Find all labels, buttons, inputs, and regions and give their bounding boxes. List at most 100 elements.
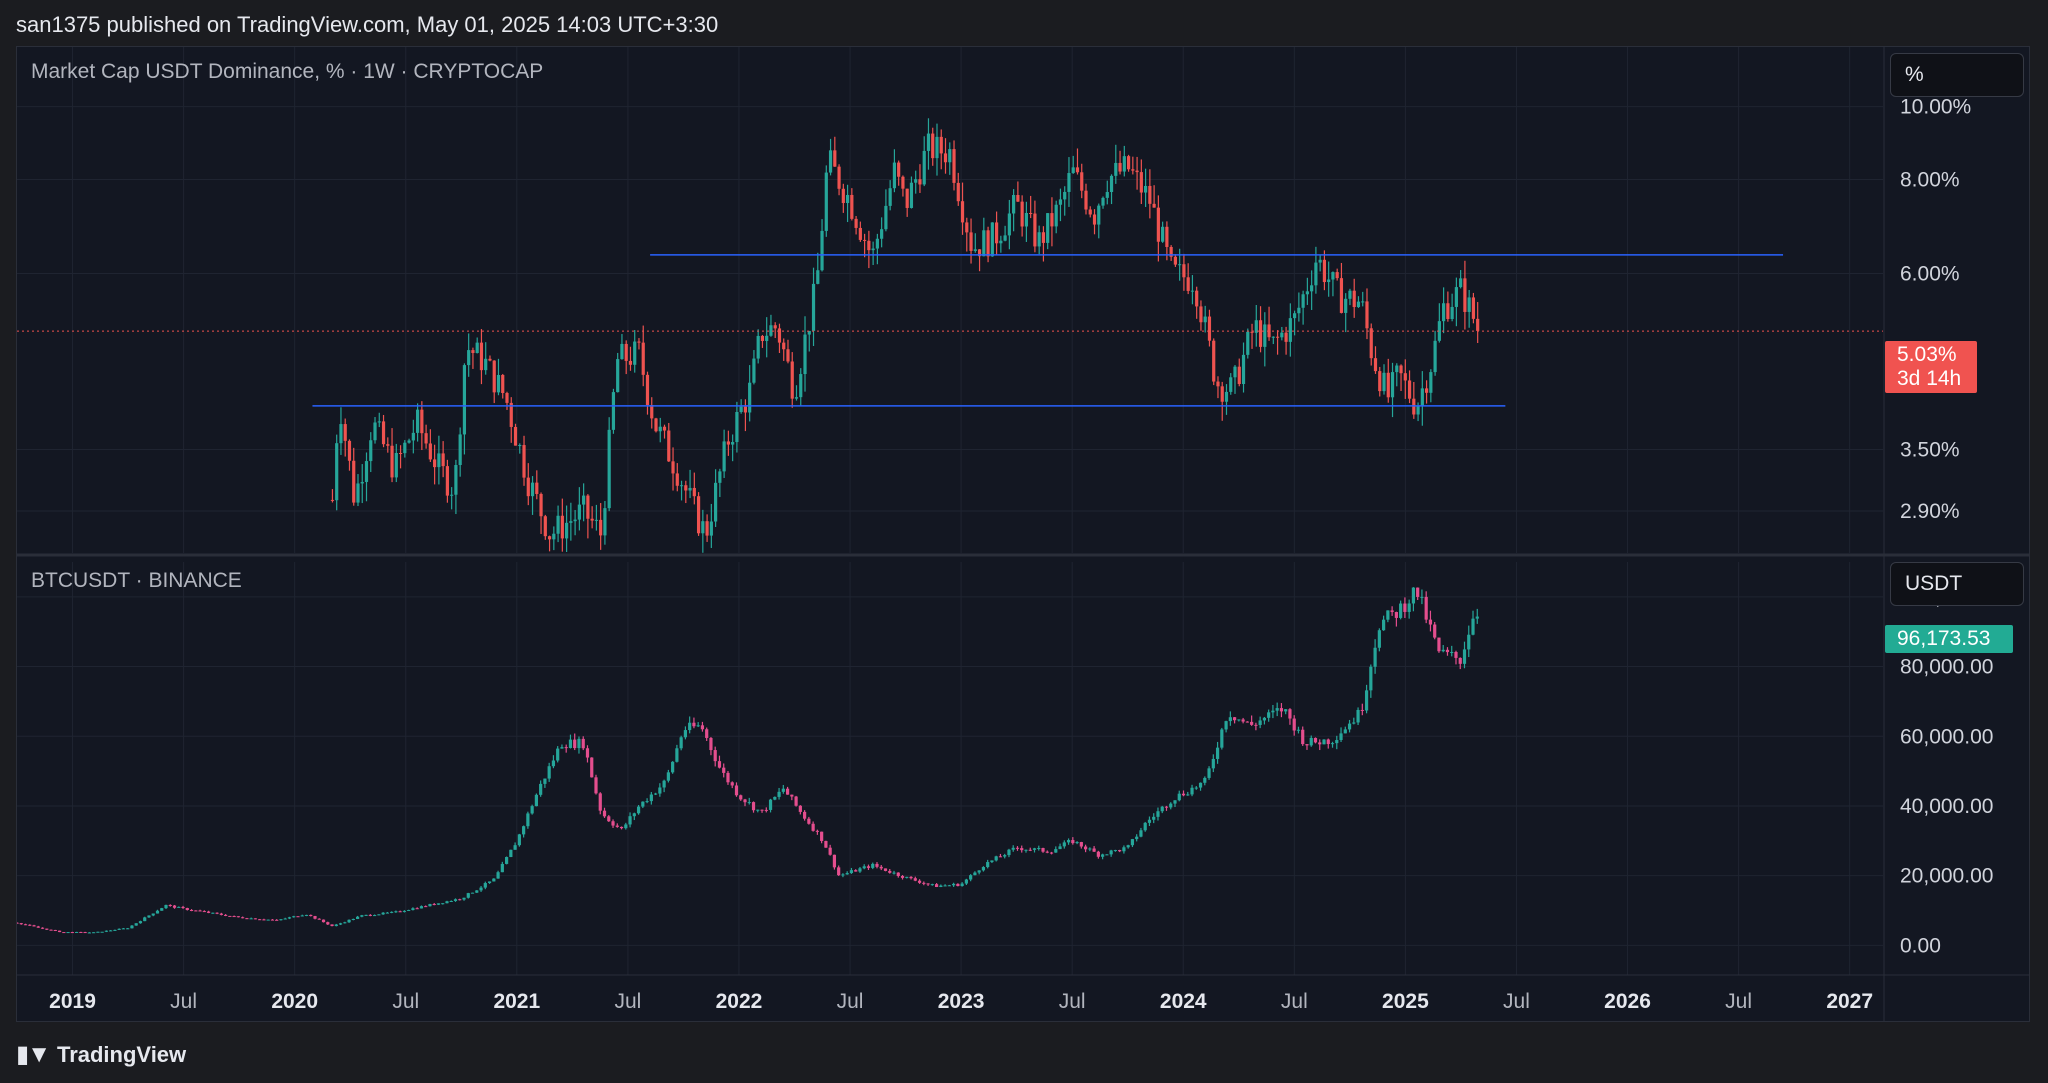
dominance-candle-body (1339, 278, 1344, 313)
btc-candle-body (934, 884, 939, 887)
btc-candle-body (883, 868, 888, 871)
dominance-candle-body (1007, 213, 1011, 236)
btc-candle-body (1441, 649, 1445, 652)
btc-candle-body (1101, 854, 1105, 857)
dominance-candle-body (641, 342, 645, 375)
dominance-candle-body (803, 334, 807, 375)
btc-candle-body (513, 845, 517, 850)
dominance-pane-title: Market Cap USDT Dominance, % · 1W · CRYP… (31, 60, 544, 83)
dominance-candle-body (1199, 306, 1203, 323)
btc-candle-body (504, 857, 509, 864)
dominance-candle-body (922, 150, 926, 185)
usdt-scale-button[interactable]: USDT (1890, 562, 2024, 606)
btc-candle-body (854, 870, 858, 872)
dominance-candle-body (530, 482, 535, 497)
btc-candle-body (1428, 619, 1433, 625)
btc-candle-body (773, 796, 777, 800)
dominance-candle-body (845, 194, 850, 204)
btc-candle-body (1190, 787, 1194, 795)
dominance-candle-body (1186, 277, 1190, 291)
btc-candle-body (615, 825, 619, 827)
btc-candle-body (1462, 649, 1467, 664)
btc-candle-body (49, 929, 53, 931)
btc-candle-body (1118, 850, 1122, 852)
footer-brand[interactable]: ▮▼ TradingView (16, 1040, 186, 1069)
btc-candle-body (466, 893, 470, 898)
dominance-candle-body (909, 182, 914, 208)
dominance-candle-body (1054, 204, 1058, 227)
btc-candle-body (1424, 596, 1428, 620)
btc-candle-body (436, 903, 441, 905)
btc-candle-body (973, 872, 977, 876)
dominance-candle-body (1101, 197, 1105, 206)
btc-candle-body (1258, 720, 1262, 725)
dominance-candle-body (573, 519, 577, 522)
dominance-candle-body (999, 240, 1003, 244)
btc-candle-body (1284, 709, 1288, 712)
btc-candle-body (266, 919, 270, 921)
btc-candle-body (1475, 616, 1479, 619)
btc-candle-body (1015, 847, 1020, 849)
btc-candle-body (219, 913, 223, 915)
dominance-candle-body (786, 349, 790, 362)
btc-candle-body (892, 872, 896, 874)
dominance-candle-body (369, 440, 373, 462)
btc-candle-body (92, 932, 96, 934)
btc-y-tick-label: 60,000.00 (1900, 725, 1993, 748)
dominance-candle-body (526, 477, 530, 497)
x-tick-label: 2024 (1160, 990, 1207, 1013)
btc-candle-body (590, 757, 594, 778)
x-tick-label: 2023 (938, 990, 985, 1013)
dominance-candle-body (1143, 185, 1148, 193)
btc-candle-body (1399, 603, 1403, 618)
dominance-candle-body (492, 360, 496, 393)
dominance-candle-body (1148, 185, 1152, 204)
btc-candle-body (960, 883, 964, 887)
btc-candle-body (764, 809, 768, 811)
dominance-candle-body (875, 238, 879, 249)
dominance-candle-body (373, 422, 377, 441)
dominance-candle-body (535, 482, 539, 494)
btc-candle-body (253, 918, 258, 920)
btc-candle-body (560, 747, 564, 749)
dominance-candles (330, 118, 1480, 553)
btc-candle-body (185, 908, 189, 911)
dominance-candle-body (1190, 290, 1195, 292)
dominance-candle-body (1161, 226, 1165, 242)
btc-candle-body (177, 906, 181, 908)
btc-candle-body (730, 782, 734, 786)
btc-candle-body (777, 791, 781, 797)
btc-candle-body (1454, 651, 1458, 658)
dominance-candle-body (1088, 209, 1092, 215)
btc-candle-body (696, 725, 700, 727)
btc-candle-body (351, 918, 355, 920)
btc-candle-body (1088, 848, 1092, 850)
dominance-candle-body (918, 179, 922, 185)
dominance-candle-body (335, 443, 339, 501)
btc-candle-body (1113, 850, 1117, 852)
btc-candle-body (1245, 721, 1249, 723)
dominance-candle-body (850, 194, 854, 219)
dominance-candle-body (1220, 386, 1224, 402)
dominance-candle-body (901, 176, 905, 189)
percent-scale-button[interactable]: % (1890, 53, 2024, 97)
dominance-candle-body (931, 133, 935, 159)
dominance-candle-body (513, 426, 518, 446)
btc-candle-body (807, 818, 811, 824)
dominance-candle-body (1182, 264, 1186, 278)
x-tick-label: Jul (1503, 990, 1530, 1013)
btc-candle-body (602, 810, 607, 817)
dominance-candle-body (965, 222, 969, 233)
dominance-candle-body (1429, 372, 1433, 393)
dominance-candle-body (330, 499, 335, 501)
dominance-candle-body (701, 521, 705, 534)
btc-y-tick-label: 40,000.00 (1900, 795, 1993, 818)
btc-candle-body (1105, 854, 1109, 856)
btc-candle-body (1416, 587, 1420, 597)
btc-candle-body (1296, 729, 1301, 731)
btc-candle-body (1173, 800, 1177, 804)
btc-candle-body (1169, 803, 1173, 808)
btc-candle-body (564, 747, 568, 749)
dominance-candle-body (1046, 213, 1050, 243)
